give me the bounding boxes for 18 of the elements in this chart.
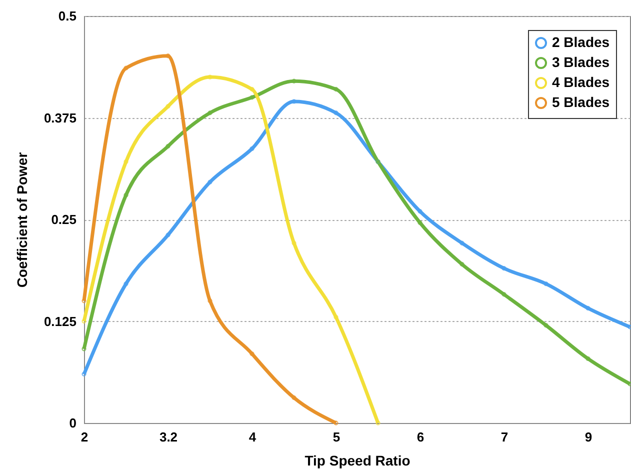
legend-label: 4 Blades [552,74,610,90]
legend-label: 2 Blades [552,34,610,50]
x-tick-label: 6 [416,430,424,444]
legend-label: 5 Blades [552,94,610,110]
y-tick-label: 0.125 [44,314,76,329]
y-axis-title: Coefficient of Power [14,152,30,288]
x-axis-title: Tip Speed Ratio [304,452,410,468]
y-tick-label: 0.25 [51,212,76,227]
y-tick-label: 0.5 [58,8,76,24]
x-tick-label: 7 [500,430,508,444]
x-tick-label: 4 [248,430,257,444]
y-tick-label: 0.375 [44,110,76,126]
x-tick-label: 3.2 [159,430,178,444]
x-tick-label: 5 [332,430,340,444]
x-tick-label: 2 [80,430,88,444]
legend-label: 3 Blades [552,54,610,70]
y-tick-label: 0 [69,416,76,430]
x-tick-label: 9 [584,430,592,444]
